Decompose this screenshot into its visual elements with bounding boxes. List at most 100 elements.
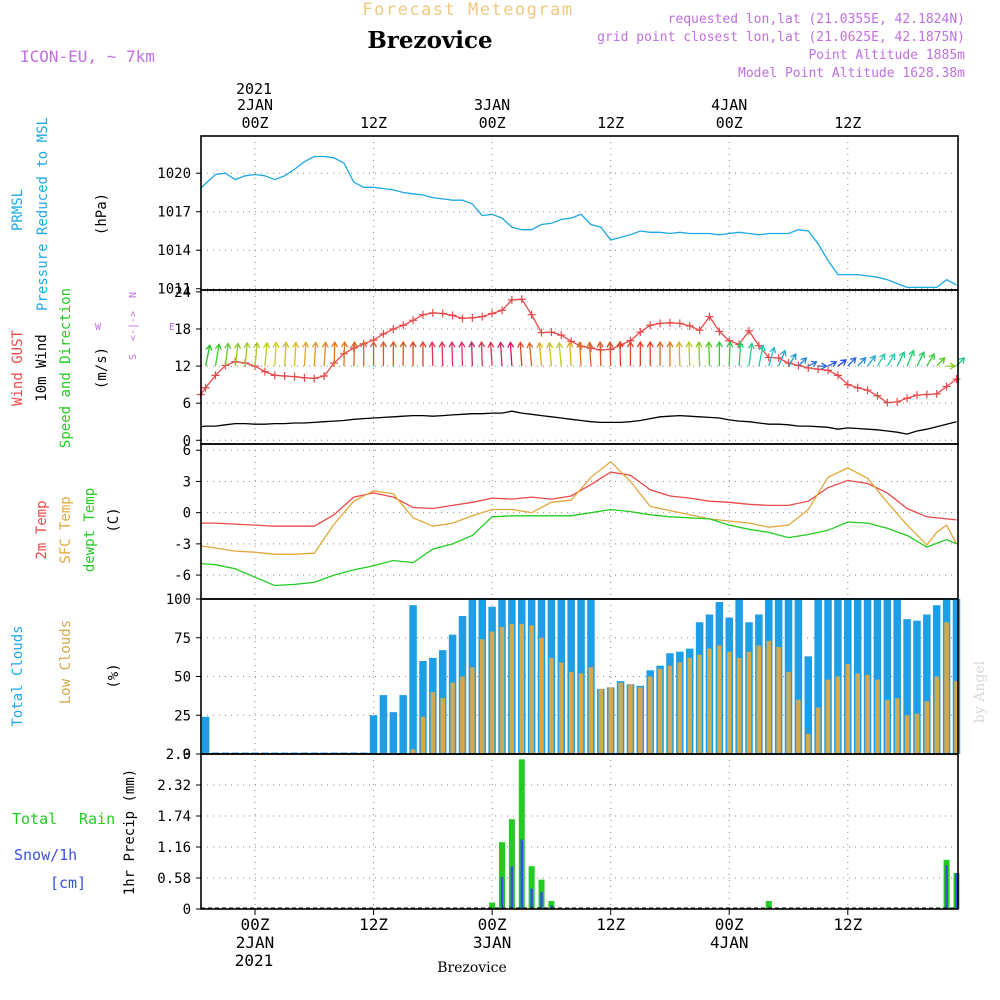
- bottom-time-label: 12Z: [596, 915, 625, 934]
- bar-total-clouds: [794, 599, 803, 754]
- bar-low-clouds: [726, 651, 732, 754]
- y-tick-label: 100: [166, 592, 191, 608]
- wind-arrow-shaft: [936, 357, 946, 367]
- wind-label-unit: (m/s): [94, 347, 110, 389]
- wind-arrow: [778, 349, 787, 367]
- wind-label-direction: Speed and Direction: [58, 288, 74, 448]
- top-time-label: 12Z: [597, 114, 624, 132]
- wind-arrow: [876, 352, 886, 367]
- bar-low-clouds: [697, 654, 702, 754]
- y-tick-label: 2.9: [166, 747, 191, 763]
- wind-arrow-shaft: [528, 342, 533, 367]
- wind-arrow-head: [272, 341, 280, 348]
- wind-arrow-shaft: [353, 342, 356, 367]
- wind-arrow: [586, 341, 594, 367]
- bar-snow-1h: [550, 905, 553, 909]
- wind-arrow-head: [419, 340, 427, 348]
- gust-marker: [804, 363, 813, 372]
- wind-arrow-shaft: [451, 342, 454, 367]
- bar-snow-1h: [510, 866, 514, 909]
- wind-arrow: [468, 340, 476, 367]
- wind-arrow-shaft: [470, 342, 474, 367]
- bar-low-clouds: [756, 645, 762, 754]
- bar-low-clouds: [806, 733, 811, 754]
- bar-total-clouds: [379, 695, 388, 754]
- wind-arrow-shaft: [926, 353, 935, 367]
- bar-low-clouds: [776, 647, 781, 754]
- wind-arrow-shaft: [688, 342, 691, 367]
- bar-low-clouds: [875, 679, 880, 754]
- bar-low-clouds: [736, 657, 742, 754]
- wind-arrow: [787, 352, 797, 367]
- wind-arrow-head: [428, 340, 436, 348]
- precip-label-total: Total: [12, 810, 57, 828]
- wind-arrow: [646, 340, 654, 367]
- top-time-label: 00Z: [716, 114, 743, 132]
- bar-low-clouds: [588, 667, 594, 754]
- panel-precip: 0 0.58 1.16 1.74 2.32 2.9: [157, 747, 960, 918]
- panel-frame: [200, 135, 959, 291]
- gust-marker: [290, 372, 299, 381]
- gust-marker: [646, 321, 655, 330]
- bar-low-clouds: [687, 657, 692, 754]
- wind-arrow: [758, 344, 766, 367]
- forecast-label: Forecast Meteogram: [362, 0, 573, 20]
- top-time-label: 00Z: [241, 114, 268, 132]
- wind-arrow-shaft: [303, 342, 307, 367]
- temp-label-unit: (C): [106, 507, 122, 532]
- wind-arrow: [302, 341, 310, 367]
- credit-watermark: by Angel: [972, 660, 988, 723]
- wind-arrow-head: [840, 359, 848, 366]
- wind-arrow-head: [695, 340, 703, 348]
- bar-total: [499, 842, 505, 909]
- wind-arrow: [233, 342, 242, 367]
- gust-marker: [942, 382, 951, 391]
- bar-low-clouds: [539, 637, 544, 754]
- wind-arrow-head: [830, 360, 838, 368]
- wind-arrow-shaft: [264, 342, 268, 367]
- wind-arrow-head: [908, 349, 916, 357]
- compass-s: S: [128, 354, 139, 360]
- bar-low-clouds: [924, 701, 930, 754]
- gust-marker: [409, 316, 418, 325]
- wind-arrow-shaft: [293, 342, 297, 367]
- gust-marker: [833, 371, 842, 380]
- bar-low-clouds: [578, 673, 584, 754]
- top-year-label: 2021: [236, 80, 272, 98]
- wind-arrow-head: [606, 340, 614, 348]
- bar-snow-1h: [955, 873, 958, 909]
- bar-snow-1h: [945, 865, 948, 909]
- bar-low-clouds: [845, 664, 851, 754]
- wind-arrow: [867, 354, 876, 367]
- wind-arrow-head: [340, 340, 349, 348]
- bar-low-clouds: [944, 622, 949, 754]
- wind-arrow: [685, 340, 693, 367]
- wind-arrow: [606, 340, 614, 367]
- wind-arrow-shaft: [244, 342, 248, 367]
- wind-arrow-head: [224, 342, 232, 350]
- footer-station: Brezovice: [437, 960, 507, 976]
- wind-arrow-shaft: [728, 342, 731, 367]
- wind-arrow-shaft: [678, 342, 681, 367]
- pressure-label-prmsl: PRMSL: [10, 189, 26, 231]
- wind-arrow: [656, 340, 664, 367]
- bar-low-clouds: [855, 673, 860, 754]
- wind-arrow: [906, 349, 916, 367]
- wind-arrow-shaft: [827, 361, 837, 367]
- wind-arrow-head: [478, 340, 486, 348]
- wind-arrow-shaft: [234, 343, 239, 367]
- wind-arrow: [726, 340, 734, 367]
- bar-low-clouds: [647, 676, 653, 754]
- wind-arrow-shaft: [738, 342, 742, 367]
- bar-total-clouds: [913, 620, 921, 754]
- wind-arrow: [487, 341, 495, 367]
- gust-marker: [478, 312, 487, 321]
- bar-low-clouds: [509, 623, 515, 754]
- wind-arrow-head: [282, 341, 290, 348]
- gust-marker: [952, 375, 961, 384]
- gust-marker: [310, 374, 319, 383]
- cloud-label-low: Low Clouds: [58, 620, 74, 704]
- wind-arrow-shaft: [431, 342, 434, 367]
- bar-low-clouds: [796, 699, 801, 754]
- bar-low-clouds: [598, 688, 604, 754]
